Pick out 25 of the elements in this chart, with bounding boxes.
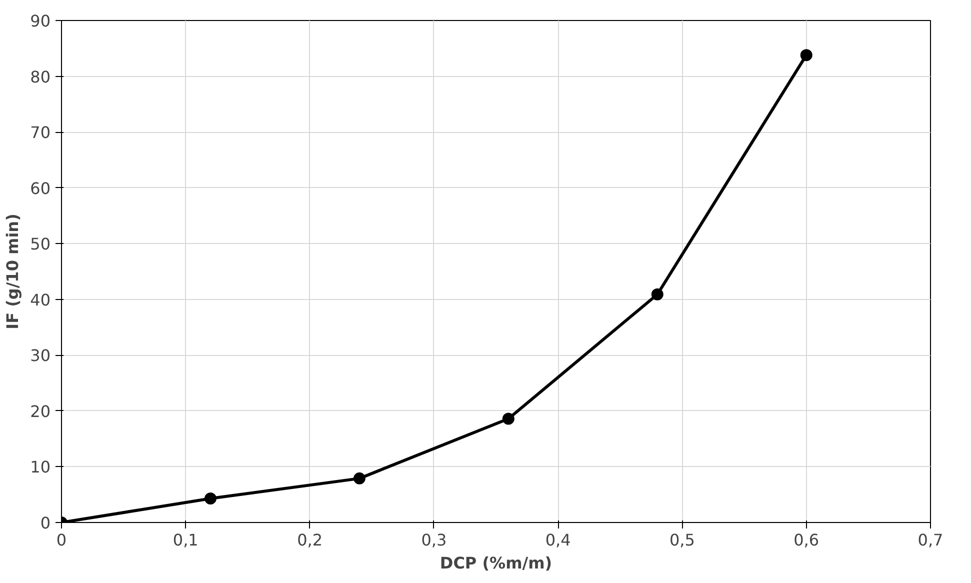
- y-tick-label: 80: [30, 67, 50, 86]
- x-tick-label: 0: [56, 530, 67, 550]
- x-tick-label: 0,3: [421, 530, 447, 550]
- x-tick-label: 0,7: [918, 530, 944, 550]
- y-axis-title: IF (g/10 min): [3, 214, 22, 330]
- y-tick-label: 90: [30, 12, 50, 30]
- x-tick-label: 0,4: [545, 530, 571, 550]
- y-tick-label: 60: [30, 178, 50, 198]
- y-tick-label: 50: [30, 234, 50, 254]
- point: [651, 288, 664, 300]
- y-tick-label: 20: [30, 402, 50, 421]
- point: [800, 49, 812, 62]
- x-tick-label: 0,5: [669, 530, 695, 550]
- point: [502, 412, 514, 425]
- y-tick-label: 10: [30, 458, 50, 477]
- x-tick-label: 0,2: [297, 530, 323, 550]
- y-tick-label: 70: [30, 123, 50, 142]
- y-tick-label: 40: [30, 290, 50, 310]
- x-tick-label: 0,1: [172, 530, 198, 550]
- y-tick-label: 0: [40, 514, 51, 532]
- x-axis-title: DCP (%m/m): [440, 554, 552, 572]
- x-tick-label: 0,6: [794, 530, 820, 550]
- point: [353, 472, 366, 484]
- y-tick-label: 30: [30, 346, 50, 366]
- point: [204, 492, 216, 505]
